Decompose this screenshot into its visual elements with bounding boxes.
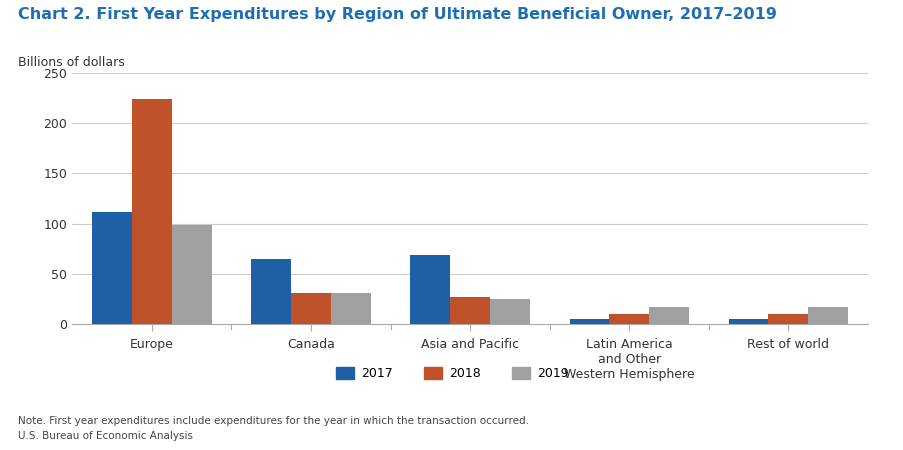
Bar [132,99,172,324]
Bar [92,212,132,324]
Bar [569,319,609,324]
Bar [609,314,648,324]
Text: Chart 2. First Year Expenditures by Region of Ultimate Beneficial Owner, 2017–20: Chart 2. First Year Expenditures by Regi… [18,7,776,22]
Bar [489,299,529,324]
Bar [291,293,330,324]
Bar [330,293,370,324]
Bar [728,319,768,324]
Bar [450,297,489,324]
Bar [172,225,211,324]
Bar [648,307,688,324]
Bar [768,314,807,324]
Text: U.S. Bureau of Economic Analysis: U.S. Bureau of Economic Analysis [18,431,193,441]
Bar [251,259,291,324]
Legend: 2017, 2018, 2019: 2017, 2018, 2019 [330,362,573,385]
Bar [807,307,847,324]
Text: Note. First year expenditures include expenditures for the year in which the tra: Note. First year expenditures include ex… [18,416,528,426]
Text: Billions of dollars: Billions of dollars [18,56,125,69]
Bar [410,255,450,324]
